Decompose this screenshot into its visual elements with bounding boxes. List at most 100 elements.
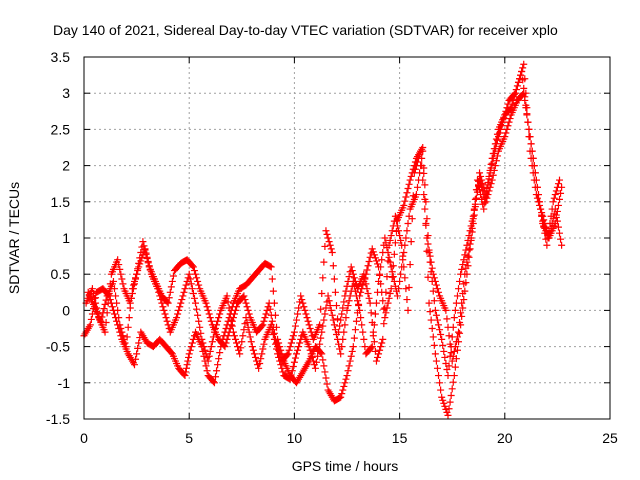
data-point bbox=[402, 285, 410, 293]
data-point bbox=[323, 230, 331, 238]
data-point bbox=[552, 211, 560, 219]
data-point bbox=[119, 280, 127, 288]
data-point bbox=[212, 373, 219, 381]
data-point bbox=[288, 335, 296, 343]
data-point bbox=[346, 357, 354, 365]
data-point bbox=[259, 345, 267, 353]
data-point bbox=[359, 281, 367, 289]
data-point bbox=[457, 309, 465, 317]
data-point bbox=[193, 274, 201, 282]
data-point bbox=[388, 268, 396, 276]
data-point bbox=[322, 227, 330, 235]
data-point bbox=[493, 152, 501, 160]
data-point bbox=[345, 273, 353, 281]
data-point bbox=[314, 352, 322, 360]
data-point bbox=[350, 334, 358, 342]
data-point bbox=[256, 359, 264, 367]
data-point bbox=[451, 306, 459, 314]
data-point bbox=[377, 343, 385, 351]
data-point bbox=[357, 288, 365, 296]
data-point bbox=[243, 303, 251, 311]
data-point bbox=[439, 396, 447, 404]
data-point bbox=[432, 311, 440, 319]
data-point bbox=[476, 176, 484, 184]
data-point bbox=[450, 347, 458, 355]
data-point bbox=[343, 372, 351, 380]
data-point bbox=[329, 316, 337, 324]
data-point bbox=[338, 343, 346, 351]
data-point bbox=[470, 206, 478, 214]
data-point bbox=[111, 310, 119, 318]
data-point bbox=[180, 288, 188, 296]
data-point bbox=[204, 357, 212, 365]
data-point bbox=[102, 318, 110, 326]
data-point bbox=[114, 306, 122, 314]
data-point bbox=[124, 323, 132, 331]
data-point bbox=[340, 328, 348, 336]
data-point bbox=[203, 367, 211, 375]
data-point bbox=[209, 378, 217, 386]
data-point bbox=[108, 303, 116, 311]
data-point bbox=[214, 317, 222, 325]
data-point bbox=[181, 372, 189, 380]
data-point bbox=[537, 205, 545, 213]
data-point bbox=[550, 194, 558, 202]
data-point bbox=[141, 245, 149, 253]
data-point bbox=[418, 154, 426, 162]
data-point bbox=[331, 288, 339, 296]
data-point bbox=[460, 296, 468, 304]
data-point bbox=[145, 262, 153, 270]
data-point bbox=[312, 358, 320, 366]
data-point bbox=[190, 267, 198, 275]
data-point bbox=[384, 299, 392, 307]
data-point bbox=[433, 316, 441, 324]
data-point bbox=[363, 266, 371, 274]
data-point bbox=[122, 343, 130, 351]
data-point bbox=[291, 354, 299, 362]
data-point bbox=[382, 288, 390, 296]
data-point bbox=[100, 305, 108, 313]
data-point bbox=[517, 71, 525, 79]
data-point bbox=[139, 238, 147, 246]
data-point bbox=[206, 347, 214, 355]
data-point bbox=[268, 275, 276, 283]
data-point bbox=[406, 261, 414, 269]
data-point bbox=[469, 212, 477, 220]
data-point bbox=[179, 292, 187, 300]
data-point bbox=[425, 248, 433, 256]
data-point bbox=[291, 322, 299, 330]
data-point bbox=[304, 317, 312, 325]
data-point bbox=[461, 251, 469, 259]
data-point bbox=[485, 175, 493, 183]
data-point bbox=[89, 290, 97, 298]
data-point bbox=[520, 89, 528, 97]
data-point bbox=[382, 309, 390, 317]
data-point bbox=[534, 191, 542, 199]
data-point bbox=[128, 285, 136, 293]
data-point bbox=[134, 344, 142, 352]
data-point bbox=[111, 285, 119, 293]
data-point bbox=[407, 238, 415, 246]
data-point bbox=[133, 270, 141, 278]
data-point bbox=[269, 287, 277, 295]
data-point bbox=[443, 408, 451, 416]
data-point bbox=[491, 162, 499, 170]
data-point bbox=[445, 362, 453, 370]
data-point bbox=[420, 191, 428, 199]
data-point bbox=[270, 329, 278, 337]
data-point bbox=[456, 329, 464, 337]
data-point bbox=[325, 297, 333, 305]
data-point bbox=[351, 326, 359, 334]
data-point bbox=[332, 331, 340, 339]
data-point bbox=[327, 245, 335, 253]
data-point bbox=[439, 341, 447, 349]
data-point bbox=[557, 235, 565, 243]
data-point bbox=[435, 321, 443, 329]
data-point bbox=[429, 287, 437, 295]
data-point bbox=[188, 262, 196, 270]
data-point bbox=[181, 285, 189, 293]
data-point bbox=[260, 317, 268, 325]
data-point bbox=[245, 328, 253, 336]
data-point bbox=[115, 261, 123, 269]
data-point bbox=[365, 294, 373, 302]
